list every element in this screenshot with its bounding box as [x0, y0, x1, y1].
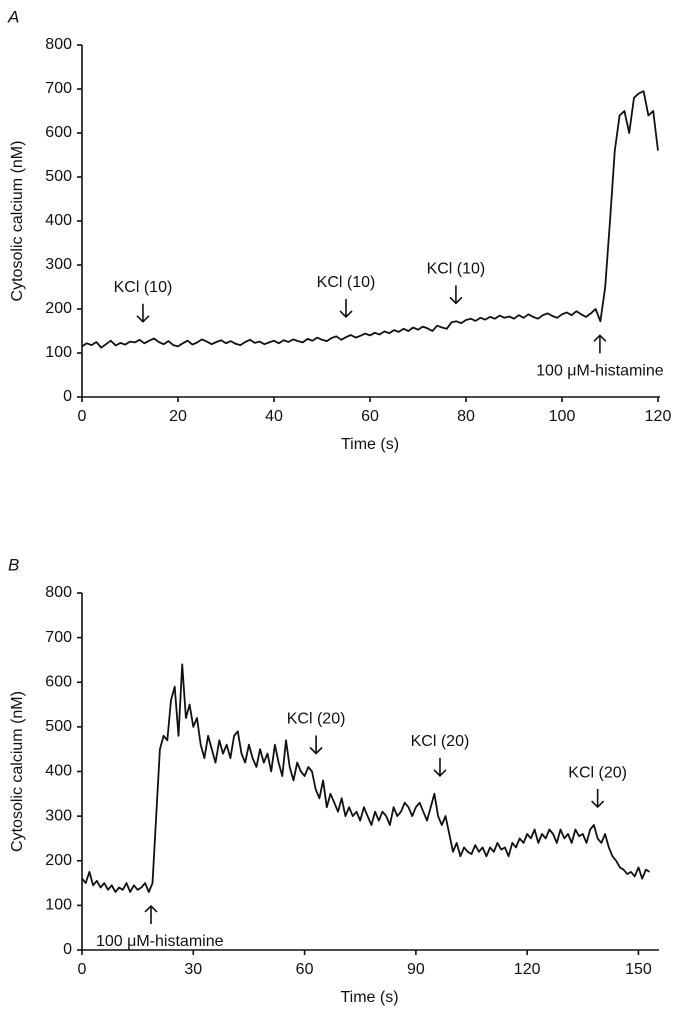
annotation-arrow [449, 285, 463, 305]
y-tick-label: 400 [45, 212, 72, 229]
y-tick-label: 400 [45, 763, 72, 780]
x-tick-label: 150 [625, 961, 652, 978]
annotation-label: KCl (20) [411, 733, 470, 750]
y-tick-label: 800 [45, 584, 72, 601]
y-tick-label: 500 [45, 168, 72, 185]
x-tick-label: 20 [169, 408, 187, 425]
y-tick-label: 0 [63, 388, 72, 405]
annotation-arrow [433, 757, 447, 777]
annotation-arrow [144, 904, 158, 924]
x-tick-label: 60 [296, 961, 314, 978]
annotation-label: KCl (20) [568, 764, 627, 781]
annotation-arrow [591, 789, 605, 809]
x-tick-label: 100 [549, 408, 576, 425]
y-tick-label: 200 [45, 852, 72, 869]
data-line [81, 663, 651, 893]
annotation-arrow [136, 303, 150, 323]
annotation-label: KCl (10) [427, 261, 486, 278]
y-tick-label: 700 [45, 629, 72, 646]
y-axis-label: Cytosolic calcium (nM) [9, 141, 26, 302]
y-tick-label: 600 [45, 673, 72, 690]
x-tick-label: 90 [407, 961, 425, 978]
axis-line [81, 45, 660, 398]
x-tick-label: 0 [78, 408, 87, 425]
x-tick-label: 60 [361, 408, 379, 425]
y-tick-label: 800 [45, 36, 72, 53]
x-axis-label: Time (s) [340, 989, 398, 1006]
x-axis-label: Time (s) [341, 436, 399, 453]
y-tick-label: 100 [45, 344, 72, 361]
panel-label: B [8, 555, 19, 574]
x-tick-label: 0 [78, 961, 87, 978]
y-tick-label: 500 [45, 718, 72, 735]
y-tick-label: 200 [45, 300, 72, 317]
annotation-label: KCl (20) [287, 711, 346, 728]
y-tick-label: 0 [63, 941, 72, 958]
x-tick-label: 120 [514, 961, 541, 978]
x-tick-label: 40 [265, 408, 283, 425]
annotation-label: 100 μM-histamine [96, 933, 224, 950]
x-tick-label: 30 [184, 961, 202, 978]
y-tick-label: 300 [45, 256, 72, 273]
y-tick-label: 300 [45, 807, 72, 824]
x-tick-label: 80 [457, 408, 475, 425]
x-tick-label: 120 [645, 408, 672, 425]
y-axis-label: Cytosolic calcium (nM) [9, 691, 26, 852]
y-tick-label: 100 [45, 897, 72, 914]
y-tick-label: 700 [45, 80, 72, 97]
annotation-label: KCl (10) [114, 279, 173, 296]
annotation-label: KCl (10) [317, 274, 376, 291]
y-tick-label: 600 [45, 124, 72, 141]
panel-label: A [7, 7, 19, 26]
annotation-label: 100 μM-histamine [536, 363, 664, 380]
annotation-arrow [339, 298, 353, 319]
annotation-arrow [593, 334, 607, 354]
annotation-arrow [309, 735, 323, 755]
data-line [81, 90, 659, 349]
